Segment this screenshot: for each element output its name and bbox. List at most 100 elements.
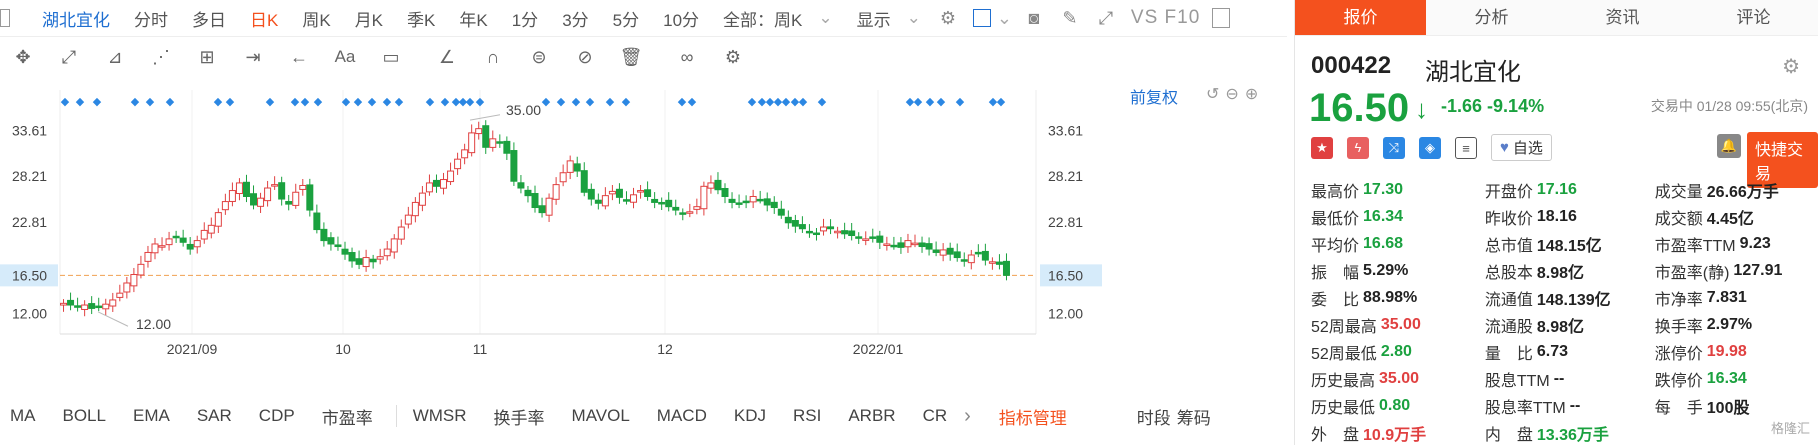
indicator-13[interactable]: CR [922,406,948,425]
move-icon[interactable]: ✥ [15,46,31,67]
indicator-0[interactable]: MA [10,406,36,425]
chevron-down-icon[interactable]: ⌄ [818,8,833,27]
comment-tool-icon[interactable]: ▭ [382,46,400,67]
candle-body [531,193,539,209]
china-flag-icon[interactable]: ★ [1311,136,1333,159]
color-box-icon[interactable] [972,9,991,27]
chevron-right-icon[interactable]: › [964,404,971,427]
period-tab-duori[interactable]: 多日 [192,10,226,30]
indicator-11[interactable]: RSI [792,406,822,425]
settings-icon[interactable]: ⚙ [724,46,742,67]
stat-cell: 开盘价 17.16 [1485,178,1655,202]
fuquan-toggle[interactable]: 前复权 [1130,90,1179,107]
indicator-1[interactable]: BOLL [62,406,106,425]
tab-comments[interactable]: 评论 [1736,8,1771,27]
candle-body [102,303,110,310]
hot-icon[interactable]: ϟ [1347,136,1369,159]
x-tick-label: 12 [657,341,673,357]
tab-analysis[interactable]: 分析 [1474,8,1509,27]
marker-diamond: ◆ [799,96,808,108]
period-tab-10min[interactable]: 10分 [663,10,700,30]
quick-trade-button[interactable]: 快捷交易 [1747,132,1818,188]
chevron-down-icon[interactable]: ⌄ [996,8,1012,28]
stats-row: 平均价 16.68 总市值 148.15亿 市盈率TTM 9.23 [1311,230,1811,257]
indicator-7[interactable]: 换手率 [493,408,545,428]
document-icon[interactable]: ≡ [1455,136,1477,159]
trash-icon[interactable]: 🗑 [619,46,643,67]
indicator-8[interactable]: MAVOL [571,406,630,425]
candle-body [573,163,581,172]
chart-zoom-controls[interactable]: ↺⊖⊕ [1206,86,1265,103]
candle-body [644,189,652,197]
display-menu[interactable]: 显示 [856,10,891,30]
candle-body [292,191,300,206]
fuquan-select[interactable]: 全部：周K [723,10,803,30]
period-tab-3min[interactable]: 3分 [562,10,589,30]
bottom-toggle-1[interactable]: 筹码 [1176,408,1211,428]
event-markers: ◆ ◆ ◆ ◆ ◆ ◆ ◆ ◆ ◆ ◆ ◆ ◆ ◆ ◆ ◆ ◆ ◆ ◆ ◆ ◆◆◆ ◆ ◆ ◆ ◆ ◆ ◆ ◆ ◆ ◆ ◆ ◆ ◆ ◆ ◆ ◆ ◆ ◆ ◆… [61,96,1006,108]
indicator-10[interactable]: KDJ [733,406,766,425]
line-tool-icon[interactable]: ⤢ [61,46,77,67]
candle-body [672,206,680,211]
period-tab-jik[interactable]: 季K [407,10,436,30]
indicator-manage-button[interactable]: 指标管理 [998,408,1067,428]
fullscreen-icon[interactable]: ⤢ [1098,8,1114,28]
min-annot-line [97,311,129,327]
period-tab-5min[interactable]: 5分 [612,10,640,30]
indicator-5[interactable]: 市盈率 [321,408,373,428]
bottom-toggle-0[interactable]: 时段 [1136,408,1171,428]
candle-body [362,257,370,268]
period-tab-rik[interactable]: 日K [250,10,279,30]
current-price: 16.50 [1309,86,1410,130]
candle-body [165,238,173,246]
hide-icon[interactable]: ⊘ [577,46,593,67]
channel-tool-icon[interactable]: ⊿ [107,46,123,67]
candlestick-chart[interactable]: ◆ ◆ ◆ ◆ ◆ ◆ ◆ ◆ ◆ ◆ ◆ ◆ ◆ ◆ ◆ ◆ ◆ ◆ ◆ ◆◆◆ ◆ ◆ ◆ ◆ ◆ ◆ ◆ ◆ ◆ ◆ ◆ ◆ ◆ ◆ ◆ ◆ ◆ ◆… [0,70,1287,400]
stat-label: 昨收价 [1484,210,1533,228]
add-favorite-button[interactable]: ♥ 自选 [1491,134,1552,161]
badge-row: ★ ϟ ⤨ ◈ ≡ ♥ 自选 [1311,134,1552,161]
tab-quote[interactable]: 报价 [1295,0,1426,35]
panel-toggle-icon[interactable] [1212,8,1231,28]
period-tab-1min[interactable]: 1分 [511,10,539,30]
ruler-icon[interactable]: ∠ [438,46,456,67]
bell-icon[interactable]: 🔔 [1717,134,1741,158]
candle-body [608,190,616,195]
indicator-2[interactable]: EMA [132,406,170,425]
range-tool-icon[interactable]: ⇥ [245,46,261,67]
vs-f10-button[interactable]: VS F10 [1130,7,1201,28]
pencil-icon[interactable]: ✎ [1062,8,1078,28]
marker-diamond: ◆ [791,96,800,108]
fib-tool-icon[interactable]: ⊞ [199,46,215,67]
period-tab-niank[interactable]: 年K [459,10,488,30]
period-tab-fenshi[interactable]: 分时 [134,10,168,30]
indicator-4[interactable]: CDP [258,406,295,425]
tab-news[interactable]: 资讯 [1605,8,1640,27]
indicator-3[interactable]: SAR [196,406,232,425]
settings-icon[interactable]: ⚙ [939,8,956,28]
candle-body [552,184,560,200]
indicator-bar: MA BOLL EMA SAR CDP 市盈率 WMSR 换手率 MAVOL MACD KDJ RSI… [0,400,1287,432]
stat-value: 18.16 [1536,207,1577,225]
shuffle-icon[interactable]: ⤨ [1383,136,1405,159]
stat-cell: 成交量 26.66万手 [1655,178,1811,202]
period-tab-yuek[interactable]: 月K [354,10,384,30]
text-tool-icon[interactable]: Aa [334,47,356,66]
visibility-icon[interactable]: ∞ [680,46,694,67]
indicator-6[interactable]: WMSR [412,406,467,425]
indicator-9[interactable]: MACD [656,406,707,425]
arrow-tool-icon[interactable]: ← [290,46,308,67]
gear-icon[interactable]: ⚙ [1782,56,1800,78]
candle-body [911,242,919,246]
wave-tool-icon[interactable]: ⋰ [152,46,170,67]
chevron-down-icon[interactable]: ⌄ [906,8,921,27]
toolbar-stock-name[interactable]: 湖北宜化 [42,10,110,30]
stat-cell: 市盈率(静) 127.91 [1655,259,1811,283]
tag-icon[interactable]: ◈ [1419,136,1441,159]
magnet-icon[interactable]: ∩ [486,46,500,67]
sidebar-toggle-icon[interactable] [0,9,10,27]
camera-icon[interactable]: ◙ [1028,8,1040,28]
period-tab-zhouk[interactable]: 周K [302,10,331,30]
lock-icon[interactable]: ⊜ [531,46,547,67]
indicator-12[interactable]: ARBR [848,406,896,425]
